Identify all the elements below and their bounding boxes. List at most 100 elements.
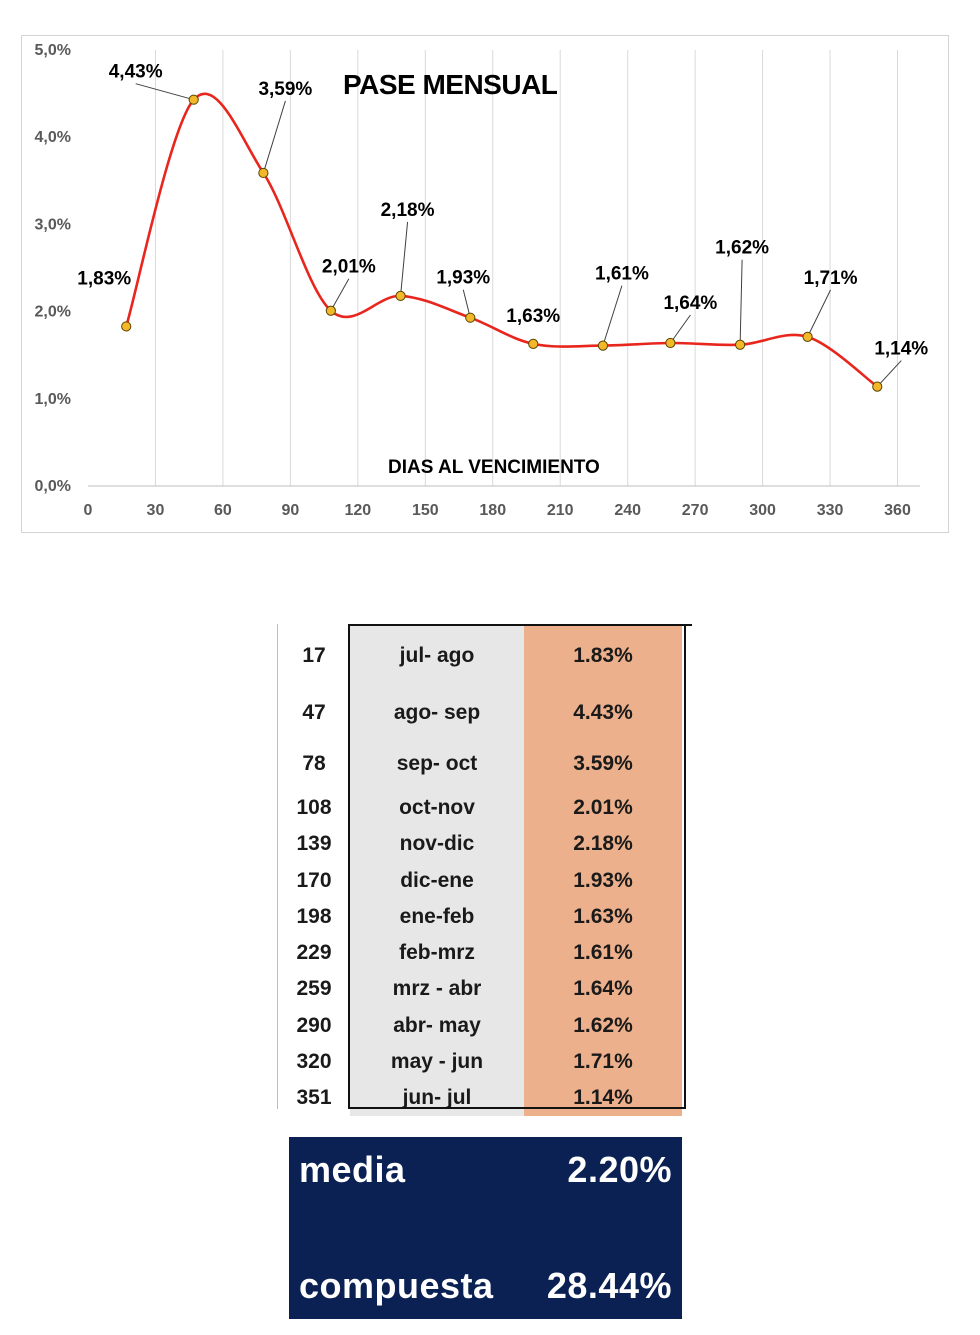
rate-cell: 1.63% [524,899,682,935]
rates-table: 17 jul- ago 1.83% 47 ago- sep 4.43% 78 sep- oct… [278,624,682,1116]
data-point [665,337,676,349]
x-tick-label: 360 [884,502,911,519]
table-row: 351 jun- jul 1.14% [278,1080,682,1116]
label-leader-line [135,83,194,101]
data-point [258,167,269,179]
data-label: 1,14% [874,339,928,360]
days-cell: 170 [278,862,350,899]
days-cell: 108 [278,790,350,826]
data-point [325,305,336,316]
rate-cell: 1.62% [524,1007,682,1044]
period-cell: jul- ago [350,624,524,688]
label-leader-line [876,360,902,387]
data-label: 4,43% [109,62,163,83]
data-label: 2,18% [381,200,435,221]
x-tick-label: 30 [147,502,165,519]
y-tick-label: 1,0% [35,391,71,408]
table-row: 320 may - jun 1.71% [278,1044,682,1080]
days-cell: 229 [278,935,350,971]
summary-box: media 2.20% compuesta 28.44% [289,1137,682,1319]
table-row: 108 oct-nov 2.01% [278,790,682,826]
label-leader-line [330,278,350,311]
table-row: 17 jul- ago 1.83% [278,624,682,688]
table-top-border [686,624,692,626]
rate-cell: 1.14% [524,1080,682,1116]
table-row: 290 abr- may 1.62% [278,1007,682,1044]
data-label: 1,93% [436,268,490,289]
rate-cell: 1.64% [524,971,682,1007]
label-leaders [135,83,902,387]
x-tick-label: 240 [614,502,641,519]
data-label: 1,83% [77,268,131,289]
label-leader-line [400,221,409,296]
data-label: 1,63% [506,306,560,327]
y-tick-label: 3,0% [35,216,71,233]
data-label: 1,71% [804,268,858,289]
period-cell: sep- oct [350,738,524,790]
data-label: 1,64% [663,293,717,314]
data-point [121,321,132,332]
days-cell: 139 [278,826,350,862]
x-tick-label: 210 [547,502,574,519]
rate-cell: 1.93% [524,862,682,899]
summary-compuesta-row: compuesta 28.44% [289,1265,682,1325]
days-cell: 47 [278,688,350,738]
rate-cell: 3.59% [524,738,682,790]
table-row: 170 dic-ene 1.93% [278,862,682,899]
table-row: 198 ene-feb 1.63% [278,899,682,935]
rate-cell: 4.43% [524,688,682,738]
grid-lines [154,50,899,486]
data-label: 3,59% [258,79,312,100]
days-cell: 78 [278,738,350,790]
x-axis-title: DIAS AL VENCIMIENTO [388,457,600,478]
data-point [465,312,476,323]
x-tick-label: 300 [749,502,776,519]
period-cell: feb-mrz [350,935,524,971]
label-leader-line [262,100,286,174]
x-tick-label: 0 [84,502,93,519]
y-tick-label: 4,0% [35,129,71,146]
data-labels: 1,83% 4,43% 3,59% 2,01% 2,18% 1,93% 1,63% 1,61%… [77,62,928,360]
label-leader-line [602,285,623,346]
data-point [395,290,406,302]
compuesta-label: compuesta [299,1265,494,1306]
y-tick-label: 5,0% [35,42,71,59]
table-row: 259 mrz - abr 1.64% [278,971,682,1007]
days-cell: 320 [278,1044,350,1080]
days-cell: 198 [278,899,350,935]
data-label: 1,62% [715,238,769,259]
x-tick-label: 270 [682,502,709,519]
period-cell: abr- may [350,1007,524,1044]
data-point [528,338,539,349]
data-point [597,340,609,351]
rate-cell: 2.01% [524,790,682,826]
x-tick-label: 60 [214,502,232,519]
period-cell: mrz - abr [350,971,524,1007]
rate-cell: 1.61% [524,935,682,971]
rate-cell: 2.18% [524,826,682,862]
rate-cell: 1.83% [524,624,682,688]
x-tick-label: 330 [817,502,844,519]
compuesta-value: 28.44% [546,1265,672,1306]
data-point [872,381,883,392]
axes: 0 30 60 90 120 150 180 210 240 270 300 330 360 0,0% 1,… [35,42,920,519]
chart-title: PASE MENSUAL [343,69,558,100]
table-left-border [277,624,278,1109]
period-cell: dic-ene [350,862,524,899]
label-leader-line [807,289,832,338]
x-tick-label: 150 [412,502,439,519]
days-cell: 290 [278,1007,350,1044]
days-cell: 259 [278,971,350,1007]
data-points [121,94,883,392]
rate-cell: 1.71% [524,1044,682,1080]
period-cell: nov-dic [350,826,524,862]
y-tick-label: 0,0% [35,478,71,495]
line-chart: 0 30 60 90 120 150 180 210 240 270 300 330 360 0,0% 1,… [35,42,929,519]
period-cell: oct-nov [350,790,524,826]
table-row: 139 nov-dic 2.18% [278,826,682,862]
label-leader-line [669,314,691,344]
days-cell: 351 [278,1080,350,1116]
period-cell: ene-feb [350,899,524,935]
media-value: 2.20% [567,1149,672,1190]
days-cell: 17 [278,624,350,688]
